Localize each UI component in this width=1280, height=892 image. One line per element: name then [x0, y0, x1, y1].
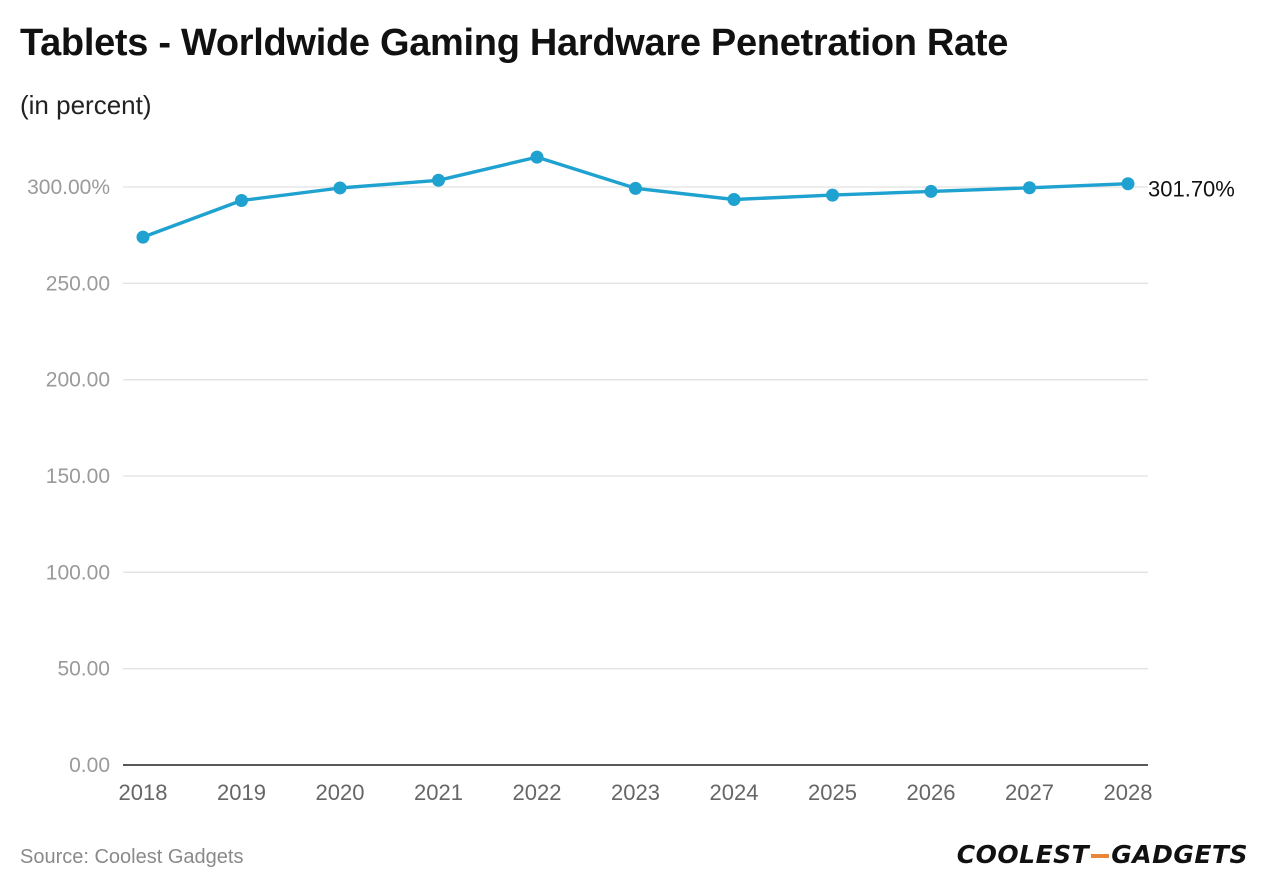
- data-point: [235, 193, 248, 207]
- y-tick-label: 50.00: [57, 658, 110, 681]
- grid-lines: [123, 186, 1148, 670]
- brand-logo-left: COOLEST: [956, 840, 1090, 869]
- chart-title: Tablets - Worldwide Gaming Hardware Pene…: [20, 22, 1009, 64]
- data-point: [924, 184, 938, 198]
- y-tick-label: 250.00: [46, 272, 110, 295]
- x-tick-label: 2022: [513, 780, 562, 805]
- x-tick-label: 2023: [611, 780, 660, 805]
- x-tick-label: 2020: [316, 780, 365, 805]
- x-tick-label: 2024: [710, 780, 759, 805]
- brand-logo: COOLEST GADGETS: [957, 840, 1248, 869]
- data-point: [727, 193, 741, 207]
- x-tick-label: 2018: [119, 780, 168, 805]
- data-point: [1023, 181, 1036, 195]
- data-points: [136, 150, 1135, 244]
- chart-subtitle: (in percent): [20, 90, 152, 120]
- x-tick-label: 2028: [1104, 780, 1153, 805]
- data-point: [826, 188, 839, 202]
- x-tick-label: 2021: [414, 780, 463, 805]
- x-axis-ticks: 2018 2019 2020 2021 2022 2023 2024 2025 2026 2027…: [119, 780, 1153, 805]
- data-point: [1121, 177, 1135, 191]
- data-point: [629, 181, 642, 195]
- data-point: [432, 173, 445, 187]
- x-tick-label: 2026: [907, 780, 956, 805]
- y-tick-label: 0.00: [69, 754, 110, 777]
- data-point: [333, 181, 347, 195]
- y-axis-ticks: 0.00 50.00 100.00 150.00 200.00 250.00 300.00%: [27, 176, 110, 777]
- x-tick-label: 2027: [1005, 780, 1054, 805]
- y-tick-label: 100.00: [46, 561, 110, 584]
- series-line-tablets: [141, 155, 1130, 239]
- data-point: [530, 150, 544, 164]
- x-tick-label: 2025: [808, 780, 857, 805]
- brand-logo-right: GADGETS: [1111, 840, 1248, 869]
- data-point: [136, 230, 150, 244]
- x-tick-label: 2019: [217, 780, 266, 805]
- y-tick-label: 150.00: [46, 465, 110, 488]
- y-tick-label: 200.00: [46, 369, 110, 392]
- y-tick-label: 300.00%: [27, 176, 110, 199]
- brand-logo-dash: [1091, 854, 1110, 858]
- source-note: Source: Coolest Gadgets: [20, 846, 244, 868]
- end-value-label: 301.70%: [1148, 177, 1235, 202]
